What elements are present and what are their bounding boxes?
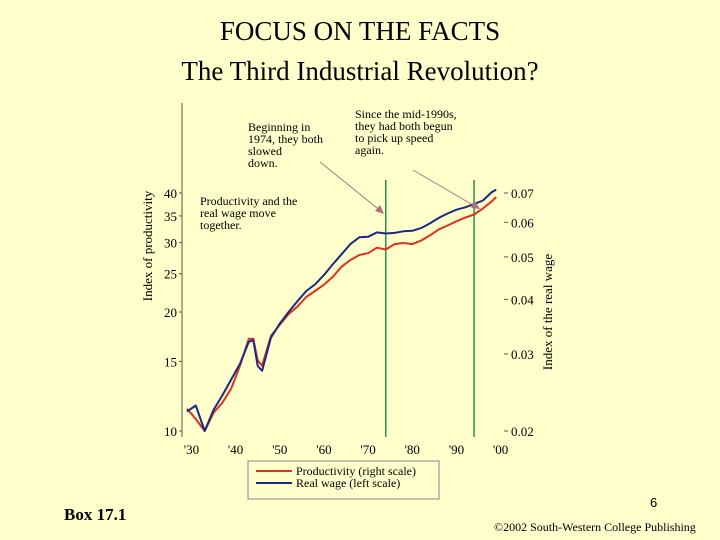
chart-axes: 10 15 20 25 30 35 40 Index of productivity 0.02 0… bbox=[140, 103, 555, 457]
right-tick-label: 0.07 bbox=[511, 186, 534, 201]
annotation-arrowhead bbox=[375, 205, 384, 214]
right-tick-label: 0.04 bbox=[511, 292, 534, 307]
left-tick-label: 25 bbox=[164, 267, 177, 282]
chart-annotation: Beginning in 1974, they both slowed down. bbox=[248, 120, 323, 170]
right-tick-label: 0.02 bbox=[511, 424, 534, 439]
slide-title: FOCUS ON THE FACTS bbox=[219, 16, 501, 46]
chart-legend: Productivity (right scale)Real wage (lef… bbox=[247, 460, 440, 500]
x-tick-label: '60 bbox=[316, 442, 331, 457]
slide-subtitle: The Third Industrial Revolution? bbox=[181, 56, 539, 86]
left-axis-label: Index of productivity bbox=[140, 190, 155, 301]
annotation-arrow bbox=[412, 169, 479, 209]
right-tick-label: 0.06 bbox=[511, 215, 534, 230]
legend-entry: Productivity (right scale) bbox=[296, 464, 416, 478]
page-number: 6 bbox=[650, 495, 658, 510]
x-tick-label: '70 bbox=[360, 442, 375, 457]
x-tick-label: '30 bbox=[184, 442, 199, 457]
left-tick-label: 15 bbox=[164, 354, 177, 369]
annotation-arrowhead bbox=[471, 201, 480, 209]
chart-series bbox=[186, 188, 497, 432]
x-tick-label: '80 bbox=[405, 442, 420, 457]
right-axis-label: Index of the real wage bbox=[540, 254, 555, 370]
x-tick-label: '50 bbox=[272, 442, 287, 457]
right-tick-label: 0.03 bbox=[511, 347, 534, 362]
chart-annotations: Productivity and the real wage move togeth… bbox=[200, 107, 480, 232]
legend-entry: Real wage (left scale) bbox=[296, 476, 400, 490]
copyright: ©2002 South-Western College Publishing bbox=[494, 520, 696, 534]
left-tick-label: 40 bbox=[164, 186, 177, 201]
left-tick-label: 30 bbox=[164, 235, 177, 250]
box-label: Box 17.1 bbox=[64, 505, 127, 524]
x-tick-label: '40 bbox=[228, 442, 243, 457]
x-tick-label: '90 bbox=[449, 442, 464, 457]
annotation-arrow bbox=[319, 161, 383, 213]
series-line bbox=[186, 196, 497, 432]
right-tick-label: 0.05 bbox=[511, 250, 534, 265]
x-tick-label: '00 bbox=[493, 442, 508, 457]
chart-vertical-markers bbox=[385, 180, 475, 437]
left-tick-label: 35 bbox=[164, 209, 177, 224]
left-tick-label: 10 bbox=[164, 424, 177, 439]
legend-box bbox=[247, 460, 440, 500]
chart-annotation: Since the mid-1990s, they had both begun t… bbox=[355, 107, 457, 157]
chart-annotation: Productivity and the real wage move togeth… bbox=[200, 194, 297, 232]
left-tick-label: 20 bbox=[164, 305, 177, 320]
series-line bbox=[186, 188, 497, 432]
